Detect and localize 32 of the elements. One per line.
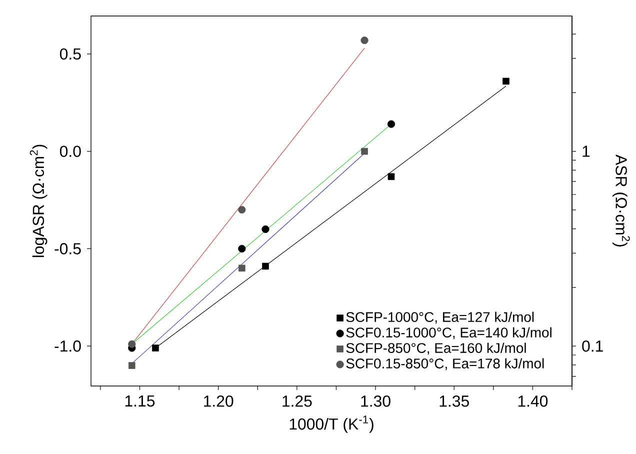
- x-tick-label: 1.40: [518, 396, 548, 407]
- y-tick-label: -1.0: [54, 340, 81, 352]
- y-axis-title: logASR (Ω·cm$^{2}$): [30, 144, 48, 258]
- legend-label: SCFP-1000°C, Ea=127 kJ/mol: [346, 312, 534, 324]
- point: [128, 362, 136, 369]
- y2-tick-label: 0.1: [582, 340, 603, 352]
- y-tick-label: 0.5: [60, 48, 81, 60]
- x-tick-label: 1.15: [125, 395, 155, 407]
- point: [262, 262, 269, 270]
- point: [361, 148, 368, 155]
- y2-tick-label: 1: [582, 146, 590, 157]
- point: [238, 206, 246, 214]
- x-tick-label: 1.20: [204, 396, 234, 407]
- y2-axis-title: ASR (Ω·cm$^{2}$): [612, 154, 630, 246]
- point: [152, 344, 159, 352]
- point: [238, 244, 246, 252]
- y-tick-label: -0.5: [54, 243, 81, 254]
- x-axis-title: 1000/T (K$^{-1}$): [290, 416, 374, 433]
- point: [262, 225, 270, 234]
- point: [360, 36, 368, 44]
- point: [387, 120, 396, 128]
- point: [388, 173, 395, 180]
- point: [238, 264, 246, 272]
- x-tick-label: 1.35: [440, 396, 469, 407]
- legend-label: SCF0.15-1000°C, Ea=140 kJ/mol: [346, 327, 552, 340]
- y-tick-label: 0.0: [60, 146, 81, 157]
- legend-label: SCFP-850°C, Ea=160 kJ/mol: [346, 342, 526, 355]
- point: [128, 340, 136, 348]
- x-tick-label: 1.30: [361, 396, 390, 407]
- point: [502, 78, 510, 85]
- x-tick-label: 1.25: [282, 396, 312, 407]
- legend-label: SCF0.15-850°C, Ea=178 kJ/mol: [346, 358, 544, 370]
